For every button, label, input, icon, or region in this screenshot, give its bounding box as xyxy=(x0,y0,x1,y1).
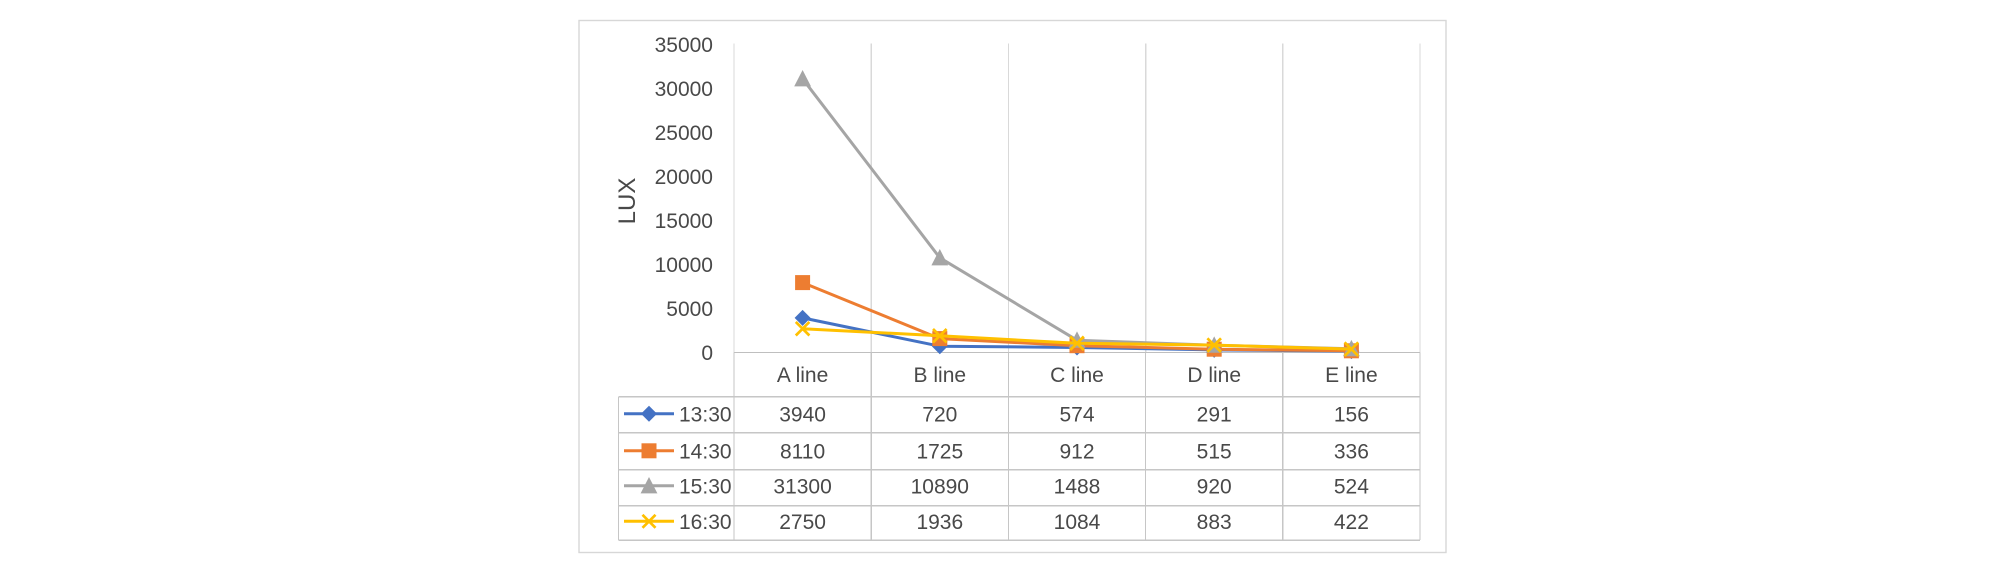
svg-text:574: 574 xyxy=(1059,404,1094,427)
svg-text:422: 422 xyxy=(1334,511,1369,534)
svg-text:15000: 15000 xyxy=(655,210,713,233)
svg-text:15:30: 15:30 xyxy=(679,476,732,499)
svg-text:291: 291 xyxy=(1197,404,1232,427)
svg-text:336: 336 xyxy=(1334,441,1369,464)
svg-text:0: 0 xyxy=(701,342,713,365)
svg-text:1488: 1488 xyxy=(1054,476,1101,499)
svg-text:10000: 10000 xyxy=(655,254,713,277)
svg-text:16:30: 16:30 xyxy=(679,511,732,534)
svg-text:31300: 31300 xyxy=(773,476,831,499)
svg-text:C line: C line xyxy=(1050,364,1104,387)
svg-text:D line: D line xyxy=(1187,364,1241,387)
svg-text:720: 720 xyxy=(922,404,957,427)
svg-text:920: 920 xyxy=(1197,476,1232,499)
svg-text:13:30: 13:30 xyxy=(679,404,732,427)
svg-text:14:30: 14:30 xyxy=(679,441,732,464)
svg-text:30000: 30000 xyxy=(655,78,713,101)
svg-text:B line: B line xyxy=(914,364,967,387)
svg-text:25000: 25000 xyxy=(655,122,713,145)
svg-text:1084: 1084 xyxy=(1054,511,1101,534)
svg-text:524: 524 xyxy=(1334,476,1369,499)
svg-text:35000: 35000 xyxy=(655,34,713,57)
svg-text:1936: 1936 xyxy=(916,511,963,534)
svg-text:1725: 1725 xyxy=(916,441,963,464)
svg-text:515: 515 xyxy=(1197,441,1232,464)
svg-text:LUX: LUX xyxy=(614,178,641,225)
svg-text:156: 156 xyxy=(1334,404,1369,427)
svg-text:5000: 5000 xyxy=(666,298,713,321)
svg-text:2750: 2750 xyxy=(779,511,826,534)
svg-text:912: 912 xyxy=(1059,441,1094,464)
svg-text:20000: 20000 xyxy=(655,166,713,189)
svg-text:883: 883 xyxy=(1197,511,1232,534)
svg-text:3940: 3940 xyxy=(779,404,826,427)
svg-text:10890: 10890 xyxy=(911,476,969,499)
svg-text:E line: E line xyxy=(1325,364,1378,387)
svg-text:A line: A line xyxy=(777,364,828,387)
svg-text:8110: 8110 xyxy=(780,441,825,464)
